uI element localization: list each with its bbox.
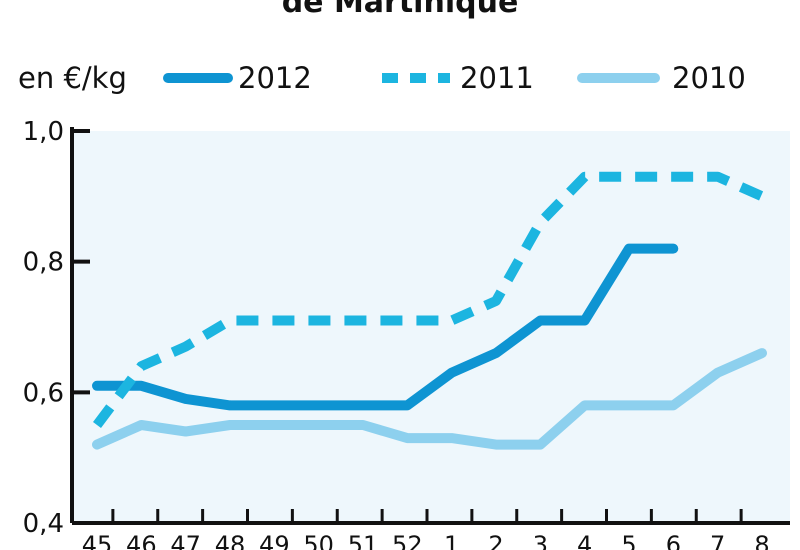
series-line-2012	[92, 243, 679, 411]
x-tick-label: 6	[666, 531, 681, 550]
x-tick-label: 1	[444, 531, 459, 550]
x-tick-label: 3	[533, 531, 548, 550]
legend-label-2011: 2011	[460, 61, 534, 95]
y-axis-unit-label: en €/kg	[18, 61, 127, 95]
legend-label-2012: 2012	[238, 61, 312, 95]
x-tick-label: 4	[577, 531, 592, 550]
x-tick-label: 8	[754, 531, 769, 550]
y-tick-label: 1,0	[23, 117, 64, 147]
x-tick-label: 49	[259, 531, 290, 550]
axes: 0,40,60,81,045 46 47 48 49 50 51 52 1 2 3 4 5 6 7 8	[23, 117, 790, 550]
x-tick-label: 7	[710, 531, 725, 550]
x-tick-label: 5	[621, 531, 636, 550]
legend-label-2010: 2010	[672, 61, 746, 95]
x-tick-label: 50	[303, 531, 334, 550]
x-tick-label: 51	[348, 531, 379, 550]
legend: 2012 2011 2010	[163, 61, 746, 95]
x-tick-label: 45	[82, 531, 113, 550]
x-tick-label: 52	[392, 531, 423, 550]
x-tick-label: 2	[488, 531, 503, 550]
y-tick-label: 0,8	[23, 248, 64, 278]
y-tick-label: 0,6	[23, 378, 64, 408]
y-tick-label: 0,4	[23, 509, 64, 539]
plot-area	[72, 131, 790, 523]
series-line-2010	[92, 348, 767, 450]
x-tick-label: 48	[215, 531, 246, 550]
series-line-2011	[93, 171, 765, 429]
x-tick-label: 46	[126, 531, 157, 550]
chart-title: de Martinique	[282, 0, 519, 20]
x-tick-label: 47	[170, 531, 201, 550]
series-layer	[92, 171, 767, 450]
